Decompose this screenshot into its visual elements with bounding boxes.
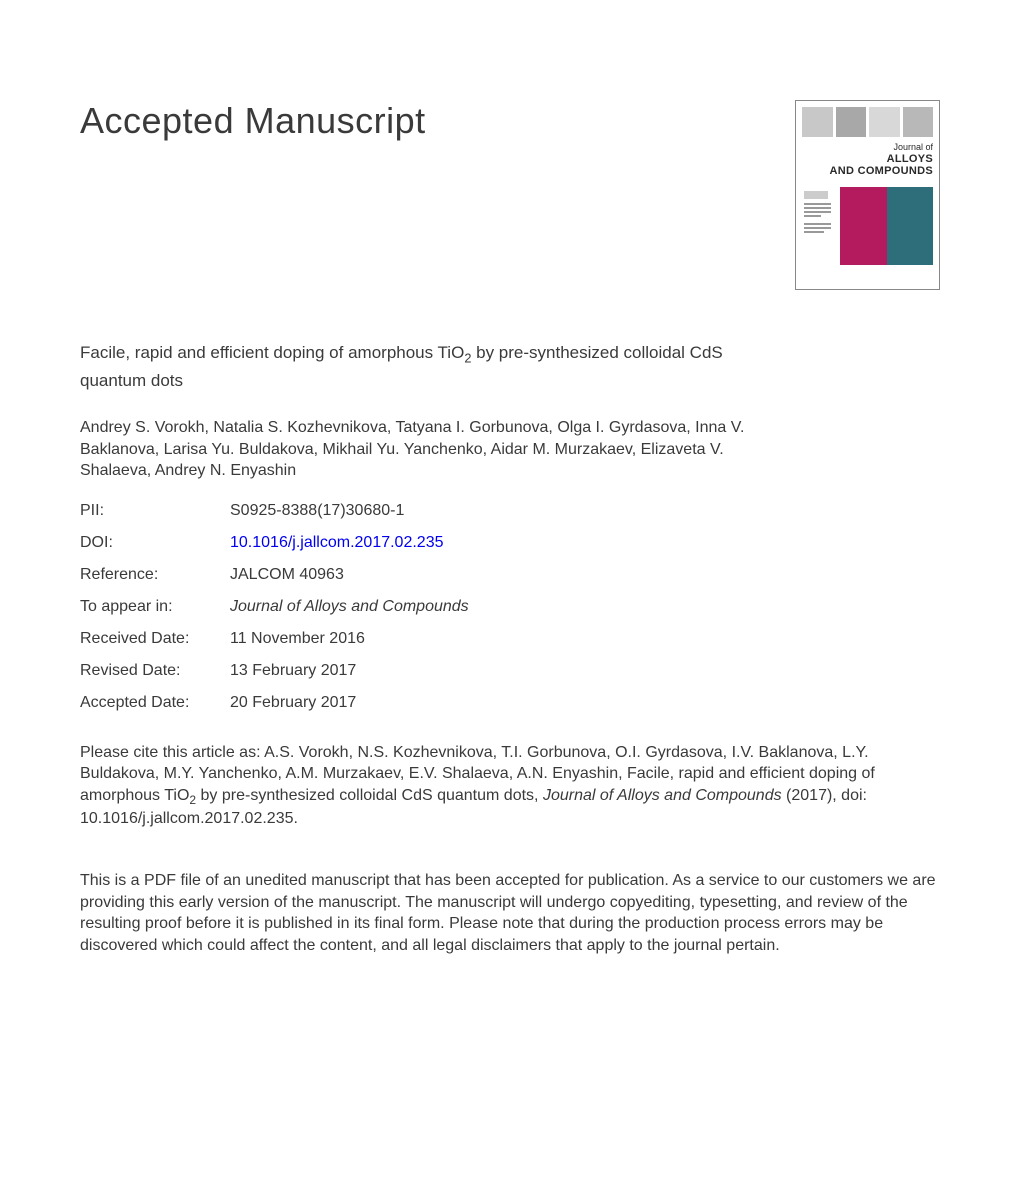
cover-compounds: AND COMPOUNDS [802, 165, 933, 177]
citation-journal: Journal of Alloys and Compounds [543, 787, 782, 804]
received-label: Received Date: [80, 630, 230, 648]
cover-bottom [802, 187, 933, 265]
journal-cover-thumbnail: Journal of ALLOYS AND COMPOUNDS [795, 100, 940, 290]
meta-row-reference: Reference: JALCOM 40963 [80, 566, 940, 584]
article-title: Facile, rapid and efficient doping of am… [80, 340, 740, 393]
cover-text-line [804, 203, 831, 205]
meta-row-revised: Revised Date: 13 February 2017 [80, 662, 940, 680]
cover-top-bars [802, 107, 933, 137]
cover-alloys: ALLOYS [802, 153, 933, 165]
cover-bar [836, 107, 867, 137]
cover-bottom-right [840, 187, 933, 265]
cover-bar [869, 107, 900, 137]
received-value: 11 November 2016 [230, 630, 365, 648]
title-part1: Facile, rapid and efficient doping of am… [80, 343, 464, 362]
cover-text-block [804, 191, 828, 199]
cover-text-line [804, 211, 831, 213]
cover-text-line [804, 215, 821, 217]
cover-bar [903, 107, 934, 137]
meta-row-received: Received Date: 11 November 2016 [80, 630, 940, 648]
citation-mid: by pre-synthesized colloidal CdS quantum… [196, 787, 543, 804]
page-heading: Accepted Manuscript [80, 100, 426, 142]
doi-link[interactable]: 10.1016/j.jallcom.2017.02.235 [230, 534, 444, 552]
cover-journal-of: Journal of [802, 143, 933, 153]
accepted-value: 20 February 2017 [230, 694, 356, 712]
cover-text-line [804, 207, 831, 209]
cover-text-line [804, 231, 824, 233]
revised-label: Revised Date: [80, 662, 230, 680]
reference-value: JALCOM 40963 [230, 566, 344, 584]
appear-label: To appear in: [80, 598, 230, 616]
metadata-table: PII: S0925-8388(17)30680-1 DOI: 10.1016/… [80, 502, 940, 712]
meta-row-doi: DOI: 10.1016/j.jallcom.2017.02.235 [80, 534, 940, 552]
cover-bar [802, 107, 833, 137]
cover-text-line [804, 223, 831, 225]
cover-magenta-block [840, 187, 887, 265]
cover-bottom-left [802, 187, 840, 265]
accepted-label: Accepted Date: [80, 694, 230, 712]
citation-text: Please cite this article as: A.S. Vorokh… [80, 742, 940, 830]
disclaimer-text: This is a PDF file of an unedited manusc… [80, 870, 940, 956]
header-row: Accepted Manuscript Journal of ALLOYS AN… [80, 100, 940, 290]
revised-value: 13 February 2017 [230, 662, 356, 680]
cover-teal-block [887, 187, 934, 265]
meta-row-accepted: Accepted Date: 20 February 2017 [80, 694, 940, 712]
pii-label: PII: [80, 502, 230, 520]
reference-label: Reference: [80, 566, 230, 584]
meta-row-appear: To appear in: Journal of Alloys and Comp… [80, 598, 940, 616]
cover-subtitle [802, 178, 933, 183]
meta-row-pii: PII: S0925-8388(17)30680-1 [80, 502, 940, 520]
cover-title: Journal of ALLOYS AND COMPOUNDS [802, 143, 933, 183]
appear-value: Journal of Alloys and Compounds [230, 598, 469, 616]
doi-label: DOI: [80, 534, 230, 552]
cover-text-line [804, 227, 831, 229]
author-list: Andrey S. Vorokh, Natalia S. Kozhevnikov… [80, 417, 760, 482]
pii-value: S0925-8388(17)30680-1 [230, 502, 404, 520]
